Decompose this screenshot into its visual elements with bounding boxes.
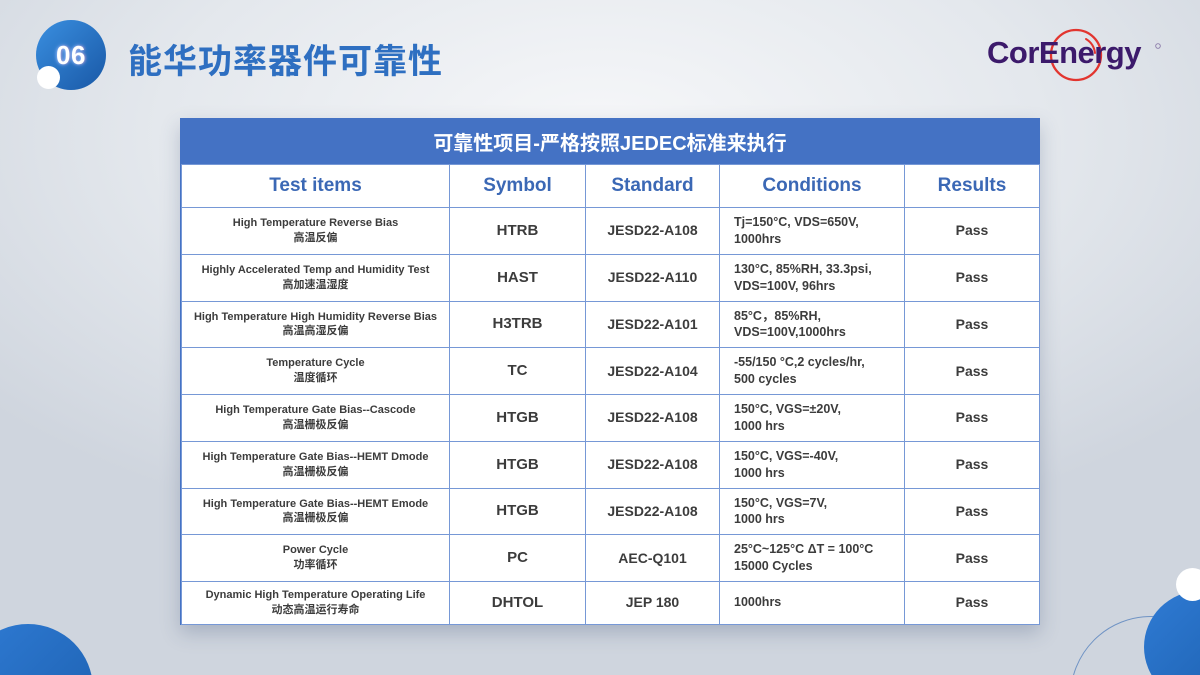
svg-text:CorEnergy: CorEnergy xyxy=(987,35,1142,70)
